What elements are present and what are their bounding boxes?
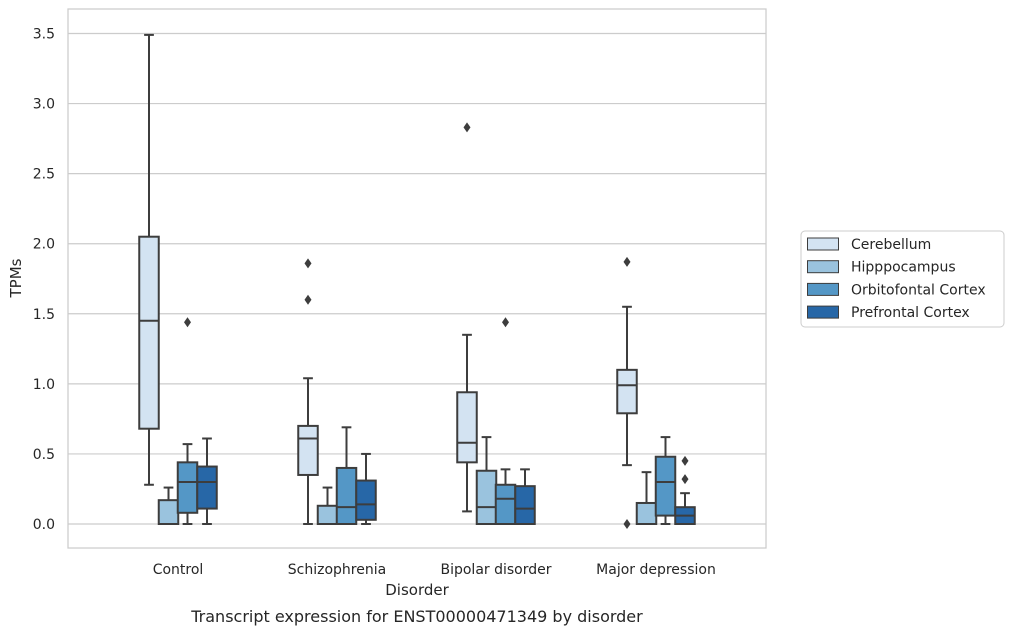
y-tick-label: 1.5 — [33, 307, 55, 323]
outlier-point — [502, 317, 509, 328]
box-iqr — [616, 368, 638, 415]
figure-caption: Transcript expression for ENST0000047134… — [190, 607, 643, 626]
box-iqr — [297, 424, 319, 476]
outlier-point — [681, 455, 689, 466]
box-plot — [297, 258, 319, 525]
x-tick-label: Control — [153, 562, 204, 578]
outlier-point — [304, 258, 312, 269]
legend-swatch — [807, 305, 839, 319]
outlier-point — [184, 317, 191, 328]
box-plot — [176, 317, 199, 525]
legend-label: Cerebellum — [851, 237, 931, 253]
series-hipppocampus — [157, 436, 658, 526]
outlier-point — [623, 519, 631, 529]
box-iqr — [654, 455, 677, 517]
box-iqr — [514, 485, 536, 526]
outlier-point — [304, 294, 312, 305]
y-tick-label: 3.0 — [33, 97, 55, 113]
legend-swatch — [807, 237, 839, 251]
box-iqr — [196, 465, 218, 510]
box-iqr — [456, 391, 478, 464]
legend-label: Hipppocampus — [851, 260, 956, 276]
outlier-point — [463, 122, 471, 133]
grid-lines — [68, 32, 766, 525]
x-tick-label: Schizophrenia — [288, 562, 386, 578]
box-iqr — [635, 501, 658, 526]
box-iqr — [335, 466, 358, 526]
x-tick-label: Major depression — [596, 562, 716, 578]
box-iqr — [475, 469, 498, 526]
legend-label: Orbitofontal Cortex — [851, 282, 986, 298]
series-prefrontal-cortex — [196, 437, 696, 526]
box-plot — [196, 437, 218, 525]
box-iqr — [176, 461, 199, 514]
box-iqr — [157, 499, 180, 526]
legend-frame — [800, 230, 1005, 328]
series-orbitofontal-cortex — [176, 317, 677, 526]
box-plot — [316, 486, 339, 526]
y-tick-label: 0.5 — [33, 447, 55, 463]
box-plot — [157, 486, 180, 526]
box-plot — [635, 471, 658, 526]
box-series — [138, 33, 696, 529]
box-plot — [514, 468, 536, 526]
legend-label: Prefrontal Cortex — [851, 305, 970, 321]
box-plot — [456, 122, 478, 513]
box-plot — [654, 436, 677, 525]
x-tick-labels: Control Schizophrenia Bipolar disorder Majo… — [153, 562, 716, 578]
box-plot — [475, 436, 498, 526]
box-iqr — [138, 235, 160, 430]
box-plot — [494, 317, 517, 526]
box-plot — [335, 426, 358, 526]
y-tick-label: 3.5 — [33, 27, 55, 43]
y-axis-label: TPMs — [7, 258, 25, 298]
outlier-point — [623, 256, 631, 267]
box-plot — [616, 256, 638, 529]
legend: Cerebellum Hipppocampus Orbitofontal Corte… — [800, 230, 1005, 328]
x-axis-label: Disorder — [385, 581, 449, 599]
box-plot — [674, 455, 696, 526]
series-cerebellum — [138, 33, 638, 529]
y-tick-label: 2.5 — [33, 167, 55, 183]
legend-swatch — [807, 260, 839, 274]
box-iqr — [494, 483, 517, 526]
y-tick-label: 2.0 — [33, 237, 55, 253]
box-iqr — [316, 504, 339, 526]
legend-swatch — [807, 282, 839, 296]
box-plot — [138, 33, 160, 486]
outlier-point — [681, 474, 689, 485]
box-plot — [355, 452, 377, 525]
y-tick-label: 0.0 — [33, 517, 55, 533]
plot-area-frame — [67, 8, 767, 549]
y-tick-labels: 0.0 0.5 1.0 1.5 2.0 2.5 3.0 3.5 — [33, 27, 55, 534]
box-iqr — [355, 479, 377, 521]
y-tick-label: 1.0 — [33, 377, 55, 393]
x-tick-label: Bipolar disorder — [440, 562, 551, 578]
